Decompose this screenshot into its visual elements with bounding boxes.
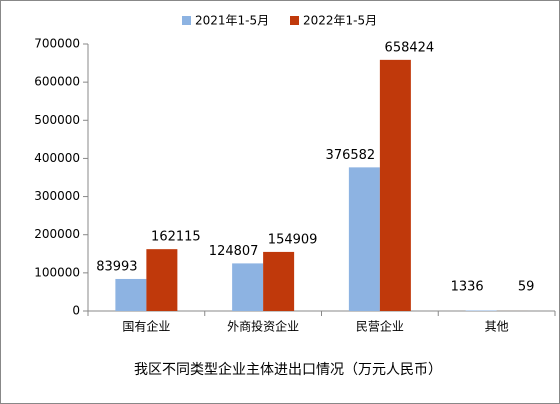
data-label: 162115 xyxy=(151,230,201,245)
y-tick-label: 300000 xyxy=(34,189,80,203)
y-tick-label: 0 xyxy=(72,304,80,318)
bar xyxy=(465,310,497,311)
x-tick-label: 国有企业 xyxy=(122,319,170,334)
chart-title: 我区不同类型企业主体进出口情况（万元人民币） xyxy=(134,361,442,378)
data-label: 154909 xyxy=(268,232,318,247)
bar xyxy=(115,278,147,311)
legend-label: 2021年1-5月 xyxy=(195,14,269,28)
data-label: 59 xyxy=(518,280,535,295)
y-tick-label: 100000 xyxy=(34,265,80,279)
legend-label: 2022年1-5月 xyxy=(303,14,377,28)
y-tick-label: 600000 xyxy=(34,75,80,89)
bar xyxy=(348,167,380,311)
y-tick-label: 500000 xyxy=(34,113,80,127)
bar xyxy=(232,263,264,311)
x-tick-label: 外商投资企业 xyxy=(227,319,299,334)
x-tick-label: 民营企业 xyxy=(356,319,404,334)
bar xyxy=(146,249,178,311)
data-label: 658424 xyxy=(385,40,435,55)
y-tick-label: 400000 xyxy=(34,151,80,165)
bar xyxy=(379,59,411,311)
bar xyxy=(263,251,295,311)
legend-swatch xyxy=(290,16,299,25)
data-label: 376582 xyxy=(326,148,376,163)
legend-swatch xyxy=(182,16,191,25)
data-label: 1336 xyxy=(451,280,484,295)
y-tick-label: 200000 xyxy=(34,227,80,241)
x-tick-label: 其他 xyxy=(485,320,509,334)
data-label: 83993 xyxy=(96,259,137,274)
y-tick-label: 700000 xyxy=(34,37,80,51)
data-label: 124807 xyxy=(209,244,259,259)
